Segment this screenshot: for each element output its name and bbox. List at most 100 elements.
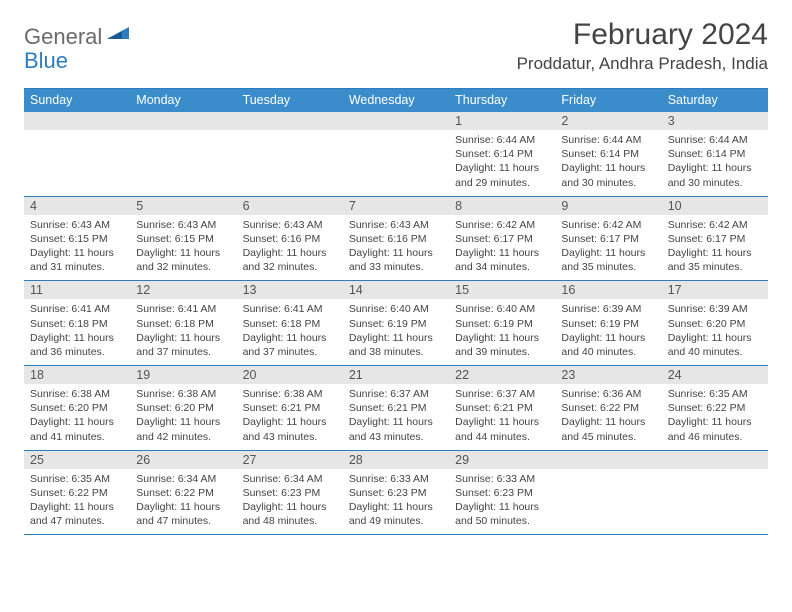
daylight-text: Daylight: 11 hours and 44 minutes. xyxy=(455,415,549,443)
sunset-text: Sunset: 6:23 PM xyxy=(349,486,443,500)
sunset-text: Sunset: 6:16 PM xyxy=(243,232,337,246)
sunrise-text: Sunrise: 6:39 AM xyxy=(668,302,762,316)
sunset-text: Sunset: 6:19 PM xyxy=(455,317,549,331)
brand-part1: General xyxy=(24,24,102,50)
sunset-text: Sunset: 6:19 PM xyxy=(349,317,443,331)
calendar: Sunday Monday Tuesday Wednesday Thursday… xyxy=(24,88,768,535)
day-number: 28 xyxy=(343,451,449,469)
day-cell: Sunrise: 6:42 AMSunset: 6:17 PMDaylight:… xyxy=(555,215,661,281)
day-cell: Sunrise: 6:38 AMSunset: 6:20 PMDaylight:… xyxy=(130,384,236,450)
daylight-text: Daylight: 11 hours and 46 minutes. xyxy=(668,415,762,443)
sunset-text: Sunset: 6:20 PM xyxy=(136,401,230,415)
day-number: 29 xyxy=(449,451,555,469)
sunset-text: Sunset: 6:21 PM xyxy=(243,401,337,415)
day-header: Sunday xyxy=(24,89,130,112)
day-cell: Sunrise: 6:38 AMSunset: 6:21 PMDaylight:… xyxy=(237,384,343,450)
sunset-text: Sunset: 6:15 PM xyxy=(30,232,124,246)
day-cell: Sunrise: 6:37 AMSunset: 6:21 PMDaylight:… xyxy=(343,384,449,450)
day-number: 17 xyxy=(662,281,768,299)
day-cell: Sunrise: 6:40 AMSunset: 6:19 PMDaylight:… xyxy=(449,299,555,365)
day-cell: Sunrise: 6:43 AMSunset: 6:15 PMDaylight:… xyxy=(130,215,236,281)
daylight-text: Daylight: 11 hours and 40 minutes. xyxy=(561,331,655,359)
sunset-text: Sunset: 6:17 PM xyxy=(668,232,762,246)
week-block: 45678910Sunrise: 6:43 AMSunset: 6:15 PMD… xyxy=(24,197,768,282)
daylight-text: Daylight: 11 hours and 37 minutes. xyxy=(136,331,230,359)
day-number: 27 xyxy=(237,451,343,469)
day-header: Wednesday xyxy=(343,89,449,112)
sunrise-text: Sunrise: 6:43 AM xyxy=(30,218,124,232)
day-number: 2 xyxy=(555,112,661,130)
day-number: 22 xyxy=(449,366,555,384)
sunrise-text: Sunrise: 6:41 AM xyxy=(30,302,124,316)
daylight-text: Daylight: 11 hours and 41 minutes. xyxy=(30,415,124,443)
day-number: 9 xyxy=(555,197,661,215)
daylight-text: Daylight: 11 hours and 32 minutes. xyxy=(136,246,230,274)
daylight-text: Daylight: 11 hours and 45 minutes. xyxy=(561,415,655,443)
daylight-text: Daylight: 11 hours and 47 minutes. xyxy=(136,500,230,528)
day-cell: Sunrise: 6:39 AMSunset: 6:20 PMDaylight:… xyxy=(662,299,768,365)
day-number: 11 xyxy=(24,281,130,299)
day-number: 5 xyxy=(130,197,236,215)
day-header: Thursday xyxy=(449,89,555,112)
day-header: Friday xyxy=(555,89,661,112)
day-number xyxy=(555,451,661,469)
sunset-text: Sunset: 6:17 PM xyxy=(561,232,655,246)
title-block: February 2024 Proddatur, Andhra Pradesh,… xyxy=(517,18,768,74)
day-cell: Sunrise: 6:44 AMSunset: 6:14 PMDaylight:… xyxy=(555,130,661,196)
day-cell: Sunrise: 6:35 AMSunset: 6:22 PMDaylight:… xyxy=(662,384,768,450)
day-number-row: 45678910 xyxy=(24,197,768,215)
day-cell xyxy=(237,130,343,196)
day-number: 13 xyxy=(237,281,343,299)
daylight-text: Daylight: 11 hours and 35 minutes. xyxy=(668,246,762,274)
sunset-text: Sunset: 6:20 PM xyxy=(30,401,124,415)
day-number: 20 xyxy=(237,366,343,384)
day-number: 4 xyxy=(24,197,130,215)
day-number: 15 xyxy=(449,281,555,299)
day-number: 25 xyxy=(24,451,130,469)
day-cell: Sunrise: 6:33 AMSunset: 6:23 PMDaylight:… xyxy=(343,469,449,535)
day-number xyxy=(130,112,236,130)
day-info-row: Sunrise: 6:35 AMSunset: 6:22 PMDaylight:… xyxy=(24,469,768,535)
location-subtitle: Proddatur, Andhra Pradesh, India xyxy=(517,54,768,74)
day-number xyxy=(662,451,768,469)
daylight-text: Daylight: 11 hours and 48 minutes. xyxy=(243,500,337,528)
sunrise-text: Sunrise: 6:44 AM xyxy=(455,133,549,147)
daylight-text: Daylight: 11 hours and 32 minutes. xyxy=(243,246,337,274)
sunset-text: Sunset: 6:21 PM xyxy=(455,401,549,415)
day-header: Saturday xyxy=(662,89,768,112)
sunset-text: Sunset: 6:22 PM xyxy=(30,486,124,500)
daylight-text: Daylight: 11 hours and 37 minutes. xyxy=(243,331,337,359)
brand-part2-wrap: Blue xyxy=(24,48,68,74)
sunset-text: Sunset: 6:18 PM xyxy=(243,317,337,331)
daylight-text: Daylight: 11 hours and 30 minutes. xyxy=(668,161,762,189)
sunset-text: Sunset: 6:17 PM xyxy=(455,232,549,246)
day-cell: Sunrise: 6:39 AMSunset: 6:19 PMDaylight:… xyxy=(555,299,661,365)
sunrise-text: Sunrise: 6:36 AM xyxy=(561,387,655,401)
day-info-row: Sunrise: 6:44 AMSunset: 6:14 PMDaylight:… xyxy=(24,130,768,196)
daylight-text: Daylight: 11 hours and 42 minutes. xyxy=(136,415,230,443)
day-number: 16 xyxy=(555,281,661,299)
day-header-row: Sunday Monday Tuesday Wednesday Thursday… xyxy=(24,89,768,112)
daylight-text: Daylight: 11 hours and 38 minutes. xyxy=(349,331,443,359)
day-cell: Sunrise: 6:33 AMSunset: 6:23 PMDaylight:… xyxy=(449,469,555,535)
day-cell: Sunrise: 6:36 AMSunset: 6:22 PMDaylight:… xyxy=(555,384,661,450)
day-cell xyxy=(343,130,449,196)
day-cell: Sunrise: 6:44 AMSunset: 6:14 PMDaylight:… xyxy=(662,130,768,196)
sunset-text: Sunset: 6:22 PM xyxy=(561,401,655,415)
sunset-text: Sunset: 6:20 PM xyxy=(668,317,762,331)
sunset-text: Sunset: 6:22 PM xyxy=(136,486,230,500)
day-number: 18 xyxy=(24,366,130,384)
day-cell: Sunrise: 6:43 AMSunset: 6:16 PMDaylight:… xyxy=(343,215,449,281)
day-number xyxy=(237,112,343,130)
day-cell: Sunrise: 6:44 AMSunset: 6:14 PMDaylight:… xyxy=(449,130,555,196)
day-header: Tuesday xyxy=(237,89,343,112)
sunset-text: Sunset: 6:15 PM xyxy=(136,232,230,246)
day-number: 12 xyxy=(130,281,236,299)
sunset-text: Sunset: 6:22 PM xyxy=(668,401,762,415)
day-number-row: 123 xyxy=(24,112,768,130)
day-number: 23 xyxy=(555,366,661,384)
day-header: Monday xyxy=(130,89,236,112)
day-cell xyxy=(662,469,768,535)
daylight-text: Daylight: 11 hours and 47 minutes. xyxy=(30,500,124,528)
day-cell: Sunrise: 6:34 AMSunset: 6:23 PMDaylight:… xyxy=(237,469,343,535)
